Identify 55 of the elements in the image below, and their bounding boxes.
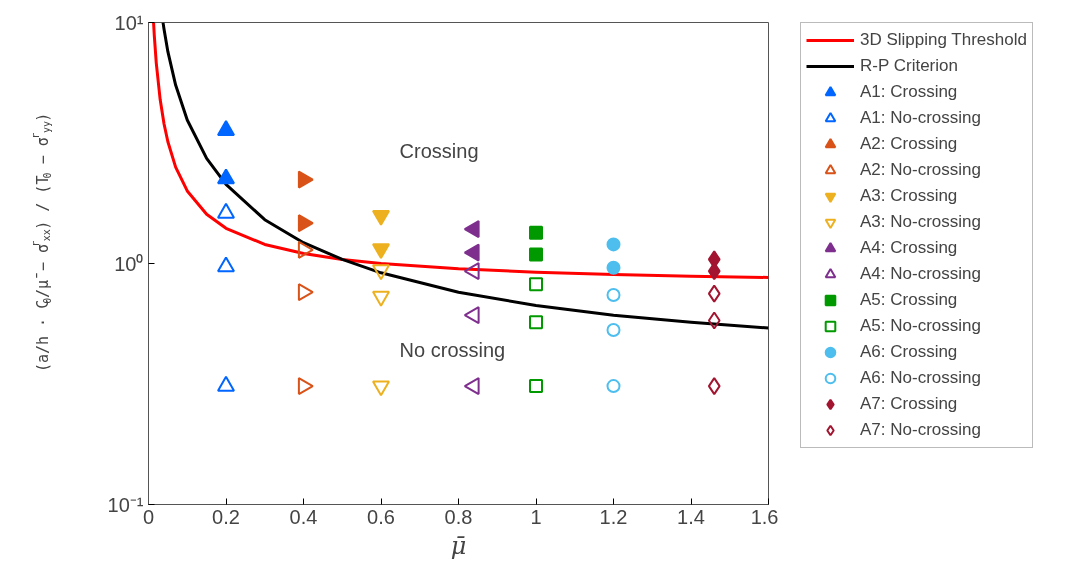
legend-label: A4: No-crossing — [860, 263, 981, 285]
x-tick-label: 0 — [142, 505, 155, 528]
line-series — [152, 22, 769, 279]
point — [707, 311, 721, 330]
x-tick-label: 0.4 — [289, 505, 318, 528]
point — [529, 315, 543, 330]
point — [297, 377, 314, 396]
annotation: No crossing — [399, 339, 506, 362]
legend-label: A6: Crossing — [860, 341, 958, 363]
legend-label: A1: Crossing — [860, 81, 958, 103]
point — [606, 288, 621, 302]
y-tick-label: 10⁻¹ — [107, 493, 144, 516]
legend-label: A2: Crossing — [860, 133, 958, 155]
legend-label: A5: No-crossing — [860, 315, 981, 337]
point — [529, 247, 543, 262]
point — [529, 225, 543, 240]
x-axis-title: μ̄ — [450, 531, 467, 560]
legend-label: A4: Crossing — [860, 237, 958, 259]
point — [297, 214, 314, 233]
point — [297, 170, 314, 189]
legend-label: 3D Slipping Threshold — [860, 29, 1027, 51]
point — [297, 240, 314, 259]
x-tick-label: 0.8 — [444, 505, 473, 528]
legend-label: R-P Criterion — [860, 55, 958, 77]
line-series — [161, 22, 769, 330]
point — [606, 322, 621, 337]
x-tick-label: 1.4 — [677, 505, 705, 528]
x-tick-label: 1.6 — [750, 505, 779, 528]
legend-label: A6: No-crossing — [860, 367, 981, 389]
point — [372, 380, 390, 397]
legend-label: A3: Crossing — [860, 185, 958, 207]
point — [217, 168, 235, 185]
point — [217, 120, 235, 136]
legend-label: A7: No-crossing — [860, 419, 981, 441]
point — [707, 377, 721, 396]
x-tick-label: 0.2 — [212, 505, 240, 528]
point — [529, 277, 543, 292]
point — [297, 283, 314, 302]
legend-label: A5: Crossing — [860, 289, 958, 311]
legend-label: A1: No-crossing — [860, 107, 981, 129]
legend-label: A2: No-crossing — [860, 159, 981, 181]
y-tick-label: 10⁰ — [114, 252, 144, 275]
point — [606, 379, 621, 394]
x-tick-label: 1 — [530, 505, 542, 528]
point — [372, 290, 390, 307]
y-tick-label: 10¹ — [114, 11, 144, 34]
x-tick-label: 1.2 — [599, 505, 628, 528]
point — [707, 284, 721, 303]
point — [529, 379, 543, 394]
point — [606, 260, 621, 275]
annotation: Crossing — [399, 139, 479, 162]
legend-label: A7: Crossing — [860, 393, 958, 415]
x-tick-label: 0.6 — [367, 505, 395, 528]
point — [606, 237, 621, 252]
legend-label: A3: No-crossing — [860, 211, 981, 233]
